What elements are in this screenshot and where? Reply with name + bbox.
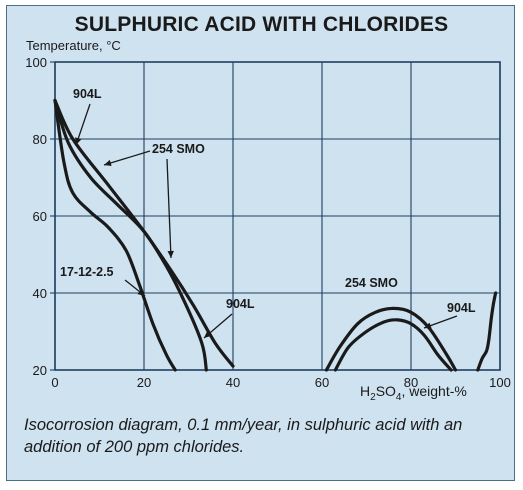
label-arrowhead: [104, 159, 112, 166]
series-label: 904L: [447, 301, 476, 315]
chart-frame: [6, 5, 515, 481]
series-label: 254 SMO: [345, 276, 398, 290]
label-leader-line: [166, 158, 172, 259]
x-tick-label: 0: [51, 375, 58, 390]
y-tick-label: 80: [33, 132, 47, 147]
y-axis-label: Temperature, °C: [26, 38, 121, 53]
label-arrowhead: [167, 250, 174, 258]
series-904l-high: [333, 318, 453, 372]
x-tick-label: 20: [137, 375, 151, 390]
label-arrowhead: [424, 322, 432, 329]
chart-caption: Isocorrosion diagram, 0.1 mm/year, in su…: [24, 416, 463, 456]
x-axis-label-tail: , weight-%: [401, 383, 467, 399]
x-tick-label: 60: [315, 375, 329, 390]
series-254smo: [53, 98, 208, 372]
label-leader-line: [103, 150, 151, 166]
label-arrowhead: [137, 289, 145, 296]
series-label: 254 SMO: [152, 142, 205, 156]
y-tick-label: 40: [33, 286, 47, 301]
tick-labels: 0 20 40 60 80 100 20 40 60 80 100: [25, 55, 511, 390]
series-label: 904L: [73, 87, 102, 101]
series-17-12-2-5: [53, 98, 177, 372]
x-axis-label-sub2: 4: [395, 391, 402, 403]
x-tick-label: 80: [404, 375, 418, 390]
x-tick-label: 100: [489, 375, 511, 390]
series-904l-edge: [476, 291, 498, 372]
y-tick-label: 20: [33, 363, 47, 378]
x-axis-label-h: H: [360, 383, 371, 399]
label-leader-line: [75, 103, 91, 146]
y-tick-label: 100: [25, 55, 47, 70]
series-label: 17-12-2.5: [60, 265, 114, 279]
series-lines: [53, 98, 498, 372]
label-arrowhead: [204, 331, 212, 338]
label-arrowhead: [75, 137, 82, 145]
chart-title: SULPHURIC ACID WITH CHLORIDES: [74, 13, 449, 36]
grid: [50, 61, 501, 371]
x-axis-label-sub1: 2: [370, 391, 376, 403]
series-254smo-high: [324, 306, 458, 372]
y-tick-label: 60: [33, 209, 47, 224]
series-labels: 904L 254 SMO 17-12-2.5 904L 254 SMO 904L: [60, 87, 476, 339]
series-label: 904L: [226, 297, 255, 311]
x-axis-label: H2SO4, weight-%: [360, 383, 467, 403]
x-tick-label: 40: [226, 375, 240, 390]
x-axis-label-so: SO: [375, 383, 396, 399]
